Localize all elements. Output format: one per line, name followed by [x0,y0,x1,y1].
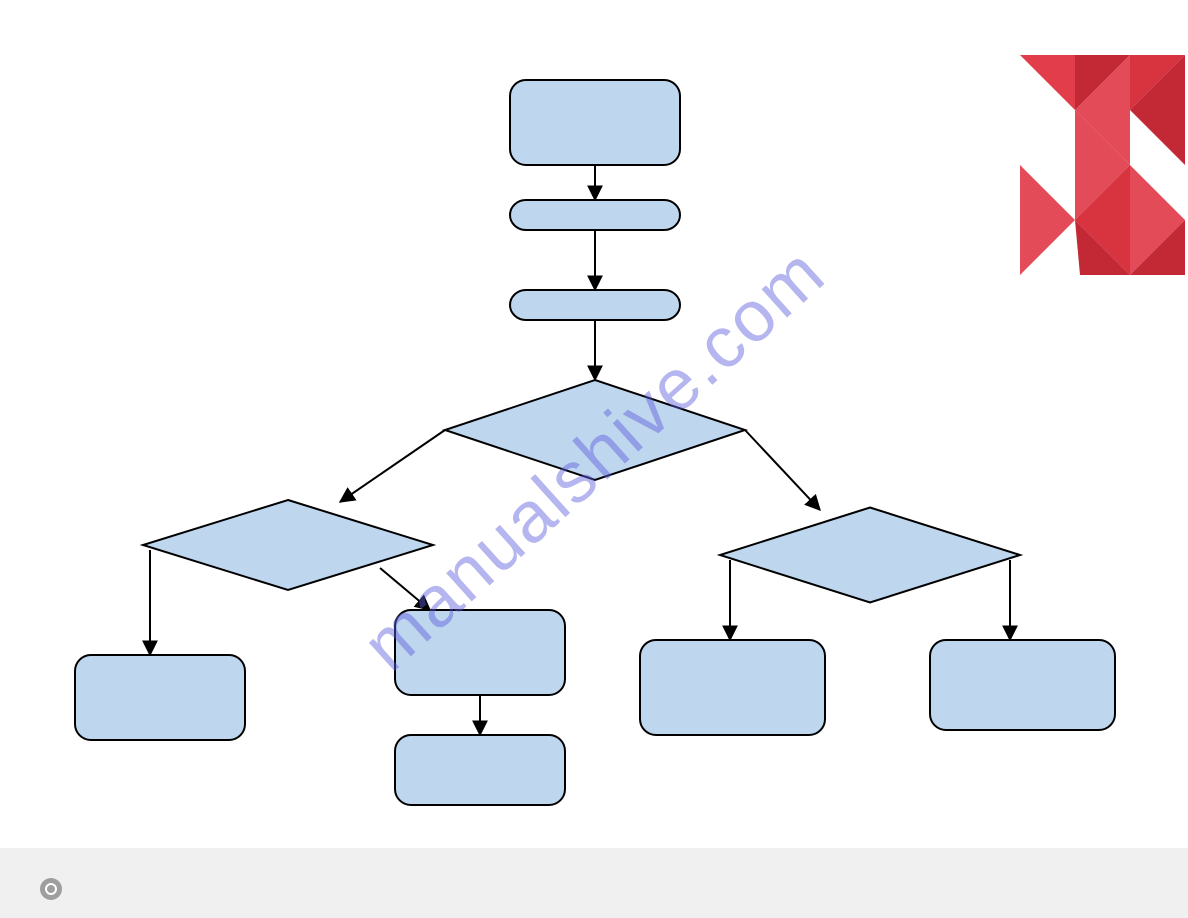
footer-logo-icon [40,878,62,900]
footer-bar [0,848,1188,918]
flow-node-n7 [640,640,825,735]
flow-node-n5 [395,610,565,695]
flow-edge [340,430,445,502]
flow-node-n3 [510,290,680,320]
flow-node-n2 [510,200,680,230]
flow-node-d1 [445,380,745,480]
flow-node-n6 [395,735,565,805]
flow-node-d3 [720,508,1020,603]
logo-triangle [1020,165,1075,275]
logo-icon [1020,55,1185,275]
flow-edge [745,430,820,510]
logo-triangle [1020,55,1075,110]
flow-node-n4 [75,655,245,740]
flow-node-n1 [510,80,680,165]
flowchart-canvas [0,0,1188,918]
flow-node-n8 [930,640,1115,730]
flow-edge [380,568,430,610]
